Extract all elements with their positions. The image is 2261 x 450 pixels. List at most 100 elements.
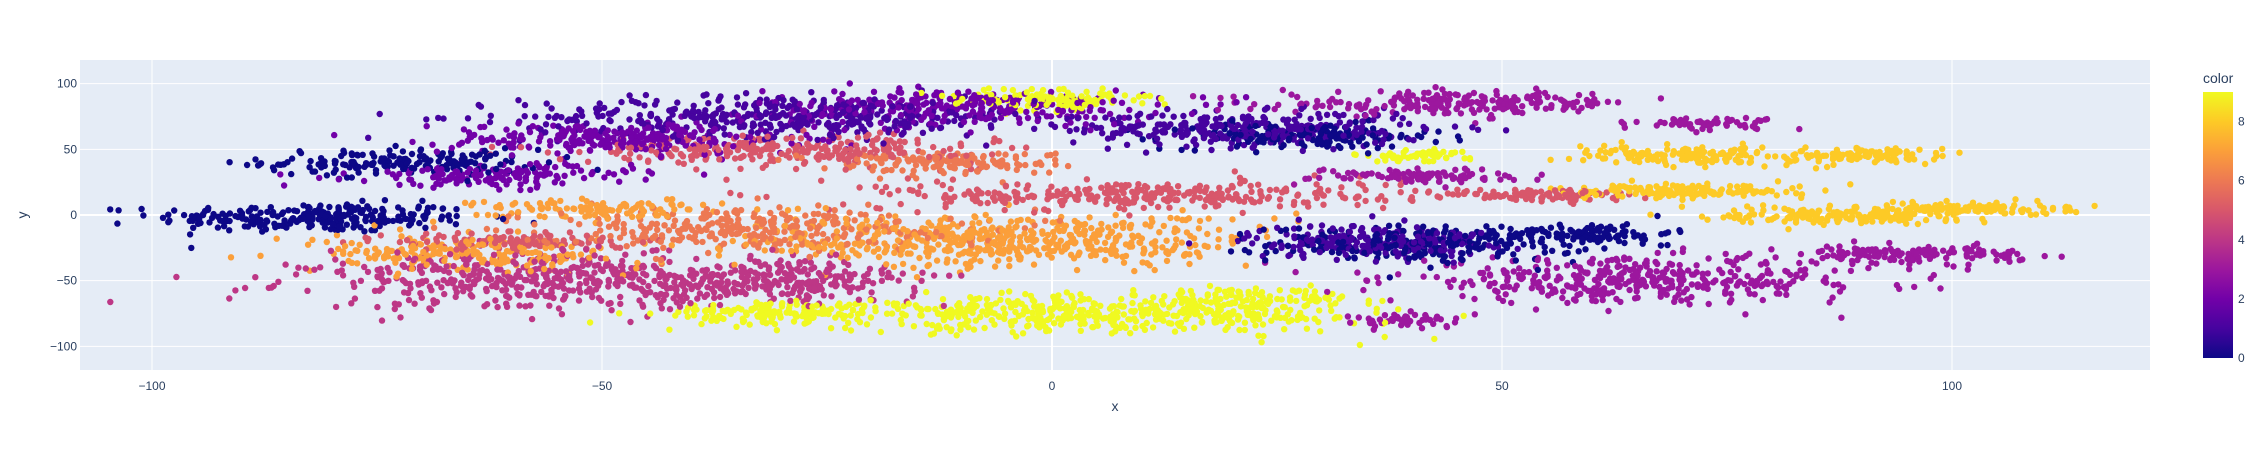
scatter-point (416, 240, 423, 248)
scatter-point (595, 134, 602, 141)
scatter-point (1143, 184, 1151, 191)
scatter-point (1281, 304, 1288, 311)
scatter-point (1815, 248, 1823, 255)
scatter-point (206, 219, 213, 226)
scatter-point (1319, 102, 1326, 110)
scatter-point (1042, 217, 1049, 224)
scatter-point (458, 139, 466, 146)
scatter-point (1460, 279, 1468, 286)
scatter-point (347, 209, 355, 216)
scatter-point (1149, 324, 1157, 331)
scatter-point (897, 251, 904, 258)
scatter-point (645, 168, 652, 175)
scatter-point (773, 327, 781, 334)
scatter-point (919, 269, 926, 276)
scatter-point (683, 294, 690, 301)
scatter-point (917, 305, 924, 313)
scatter-point (1016, 119, 1023, 127)
scatter-point (847, 312, 854, 319)
scatter-point (1007, 304, 1015, 311)
scatter-point (1633, 118, 1640, 126)
scatter-point (914, 140, 921, 147)
scatter-point (742, 241, 750, 248)
scatter-point (1744, 272, 1751, 280)
scatter-point (733, 323, 740, 330)
scatter-point (1889, 205, 1896, 213)
scatter-point (989, 224, 996, 231)
scatter-point (275, 278, 282, 285)
scatter-point (544, 149, 552, 156)
scatter-point (827, 305, 835, 313)
scatter-point (972, 317, 979, 324)
scatter-point (1344, 313, 1352, 320)
scatter-point (1085, 295, 1093, 303)
scatter-point (868, 289, 875, 296)
scatter-point (1152, 243, 1159, 251)
scatter-point (616, 234, 624, 241)
scatter-point (784, 284, 791, 291)
scatter-point (448, 171, 456, 179)
scatter-point (546, 138, 554, 145)
scatter-point (1365, 300, 1372, 307)
scatter-point (647, 289, 654, 296)
scatter-point (627, 150, 634, 157)
scatter-point (1132, 324, 1139, 331)
scatter-point (666, 326, 673, 333)
scatter-point (693, 166, 700, 173)
scatter-point (841, 268, 849, 275)
scatter-point (1389, 115, 1397, 122)
scatter-point (1742, 311, 1749, 318)
scatter-point (666, 247, 673, 254)
scatter-point (1397, 189, 1404, 196)
scatter-point (1514, 97, 1521, 104)
scatter-point (1241, 326, 1249, 334)
scatter-point (1720, 214, 1727, 221)
scatter-point (720, 271, 728, 278)
scatter-point (1565, 155, 1573, 163)
scatter-point (1671, 298, 1678, 305)
scatter-point (980, 86, 988, 94)
scatter-point (1944, 210, 1951, 217)
scatter-point (1405, 120, 1413, 128)
scatter-point (1642, 194, 1649, 202)
scatter-point (1315, 318, 1322, 326)
scatter-point (1497, 176, 1504, 183)
scatter-point (1290, 225, 1298, 232)
scatter-point (1290, 181, 1298, 188)
scatter-point (1848, 257, 1856, 265)
scatter-point (1262, 243, 1269, 250)
scatter-point (1066, 190, 1074, 198)
scatter-point (292, 271, 300, 278)
scatter-point (899, 167, 906, 174)
scatter-point (730, 143, 737, 150)
scatter-point (1052, 156, 1059, 164)
scatter-point (1087, 252, 1095, 259)
scatter-point (379, 205, 386, 213)
scatter-point (1154, 184, 1162, 191)
scatter-point (323, 172, 331, 179)
scatter-point (1589, 90, 1596, 98)
scatter-point (1080, 129, 1088, 136)
scatter-point (1191, 193, 1199, 200)
scatter-point (1338, 184, 1345, 191)
scatter-point (1051, 296, 1058, 303)
scatter-point (969, 220, 976, 227)
scatter-point (605, 283, 612, 290)
scatter-point (559, 180, 566, 187)
scatter-point (665, 116, 673, 123)
scatter-point (674, 99, 681, 106)
scatter-point (241, 284, 249, 292)
scatter-point (642, 91, 650, 99)
scatter-point (440, 115, 447, 122)
scatter-point (1014, 181, 1021, 188)
scatter-point (2091, 202, 2098, 210)
scatter-point (1043, 327, 1050, 335)
scatter-point (1380, 229, 1387, 236)
scatter-point (1097, 302, 1104, 309)
scatter-point (1461, 165, 1469, 172)
scatter-point (1621, 232, 1628, 240)
scatter-point (280, 182, 288, 189)
scatter-point (190, 224, 197, 231)
scatter-point (243, 161, 251, 169)
scatter-point (484, 211, 492, 219)
